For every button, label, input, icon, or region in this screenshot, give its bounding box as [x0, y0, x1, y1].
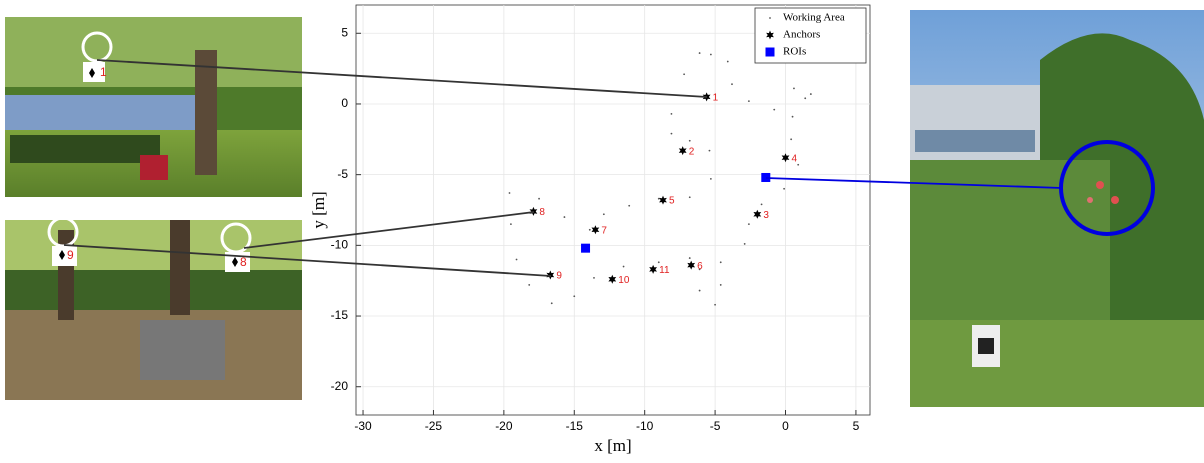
roi-marker	[766, 48, 775, 57]
y-axis-label: y [m]	[309, 191, 328, 228]
point-label: 9	[556, 271, 562, 282]
legend-label: ROIs	[783, 46, 806, 58]
point-label: 10	[618, 275, 630, 286]
area-point	[731, 83, 733, 85]
x-tick-label: -20	[495, 419, 513, 433]
point-label: 8	[539, 207, 545, 218]
x-tick-label: -15	[566, 419, 584, 433]
area-point	[714, 304, 716, 306]
area-point	[689, 140, 691, 142]
area-point	[551, 302, 553, 304]
area-point	[710, 54, 712, 56]
legend: Working Area Anchors ROIs	[755, 8, 866, 63]
legend-label: Working Area	[783, 12, 845, 24]
x-axis-label: x [m]	[594, 436, 631, 455]
area-point	[710, 178, 712, 180]
area-point	[709, 150, 711, 152]
point-label: 4	[792, 153, 798, 164]
point-label: 1	[713, 93, 719, 104]
area-point	[510, 223, 512, 225]
area-point	[748, 223, 750, 225]
point-label: 3	[763, 210, 769, 221]
x-tick-label: -5	[710, 419, 721, 433]
photo-right	[910, 10, 1204, 407]
area-point	[593, 277, 595, 279]
area-point	[797, 164, 799, 166]
area-point	[689, 257, 691, 259]
area-point	[658, 261, 660, 263]
roi-marker	[581, 244, 590, 253]
y-tick-label: 5	[341, 25, 348, 39]
y-tick-label: 0	[341, 96, 348, 110]
area-point	[790, 138, 792, 140]
photo-marker-label: 1	[100, 65, 107, 79]
chart: -30 -25 -20 -15 -10 -5 0 5 5 0 -5 -10 -15 -20 1 2 3 4 5 6 7 8…	[331, 5, 870, 433]
area-point	[528, 284, 530, 286]
x-tick-label: 5	[853, 419, 860, 433]
area-point	[720, 284, 722, 286]
area-point	[538, 198, 540, 200]
area-point	[761, 203, 763, 205]
area-point	[628, 205, 630, 207]
x-tick-label: 0	[782, 419, 789, 433]
area-point	[783, 188, 785, 190]
x-tick-label: -30	[354, 419, 372, 433]
area-point	[603, 213, 605, 215]
area-point	[671, 113, 673, 115]
area-point	[727, 61, 729, 63]
area-point	[509, 192, 511, 194]
x-tick-label: -25	[425, 419, 443, 433]
point-label: 5	[669, 196, 675, 207]
area-point	[744, 243, 746, 245]
point-label: 11	[659, 265, 670, 276]
area-point	[773, 109, 775, 111]
area-point	[699, 52, 701, 54]
area-point	[810, 93, 812, 95]
area-point	[564, 216, 566, 218]
area-point	[573, 295, 575, 297]
area-point	[804, 97, 806, 99]
area-point	[748, 100, 750, 102]
photo-top: 1	[5, 17, 302, 197]
area-point	[671, 133, 673, 135]
point-label: 6	[697, 261, 703, 272]
page: 1 9 8 -30 -25 -20 -15 -10 -5 0 5 5 0 -5 -10 -15 -20 1 2…	[0, 0, 1204, 458]
x-tick-label: -10	[636, 419, 654, 433]
area-point	[689, 196, 691, 198]
photo-marker-label: 9	[67, 248, 74, 262]
photo-bottom: 9 8	[5, 218, 302, 400]
y-tick-label: -5	[337, 167, 348, 181]
area-point	[683, 73, 685, 75]
area-point	[699, 290, 701, 292]
area-point	[792, 116, 794, 118]
area-point	[793, 88, 795, 90]
point-label: 7	[601, 225, 607, 236]
y-tick-label: -15	[331, 308, 349, 322]
area-point	[623, 266, 625, 268]
legend-marker	[769, 17, 771, 19]
y-tick-label: -20	[331, 379, 349, 393]
figure: 1 9 8 -30 -25 -20 -15 -10 -5 0 5 5 0 -5 -10 -15 -20 1 2…	[0, 0, 1204, 458]
area-point	[720, 261, 722, 263]
area-point	[516, 259, 518, 261]
legend-label: Anchors	[783, 29, 820, 41]
area-point	[589, 229, 591, 231]
point-label: 2	[689, 146, 695, 157]
y-tick-label: -10	[331, 238, 349, 252]
